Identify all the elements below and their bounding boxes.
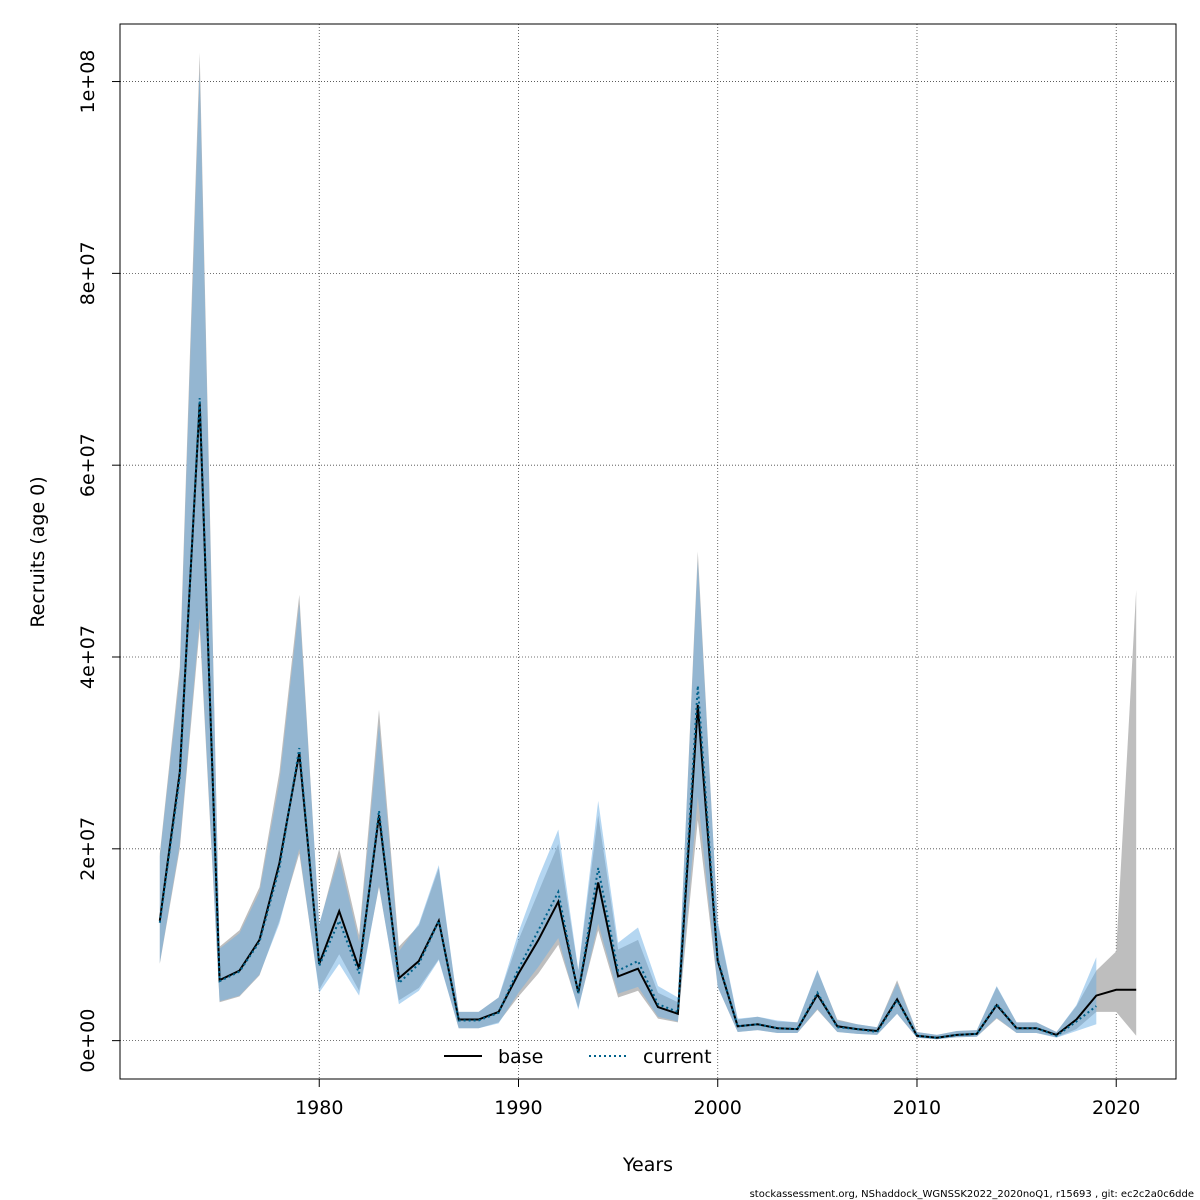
footer-credit: stockassessment.org, NShaddock_WGNSSK202… <box>750 1189 1194 1200</box>
confidence-bands <box>159 52 1137 1040</box>
series-lines <box>158 397 1137 1039</box>
y-tick-label: 6e+07 <box>77 433 99 497</box>
y-tick-label: 0e+00 <box>77 1009 99 1073</box>
legend: base current <box>444 1046 712 1068</box>
y-tick-label: 4e+07 <box>77 625 99 689</box>
legend-current-label: current <box>643 1046 712 1068</box>
x-axis: 1980 1990 2000 2010 2020 <box>295 1079 1140 1119</box>
y-tick-label: 2e+07 <box>77 817 99 881</box>
y-tick-label: 8e+07 <box>77 241 99 305</box>
plot-frame <box>119 23 1177 1080</box>
x-tick-label: 2010 <box>893 1097 941 1119</box>
y-axis: 0e+00 2e+07 4e+07 6e+07 8e+07 1e+08 <box>77 50 120 1073</box>
x-tick-label: 1990 <box>494 1097 542 1119</box>
x-axis-label: Years <box>622 1154 673 1176</box>
x-tick-label: 1980 <box>295 1097 343 1119</box>
base-series-line <box>158 402 1137 1039</box>
current-confidence-band <box>159 72 1097 1040</box>
x-tick-label: 2000 <box>694 1097 742 1119</box>
grid <box>120 24 1176 1079</box>
x-tick-label: 2020 <box>1092 1097 1140 1119</box>
legend-base-label: base <box>498 1046 543 1068</box>
current-series-line <box>158 397 1097 1039</box>
y-axis-label: Recruits (age 0) <box>27 476 49 627</box>
y-tick-label: 1e+08 <box>77 50 99 114</box>
